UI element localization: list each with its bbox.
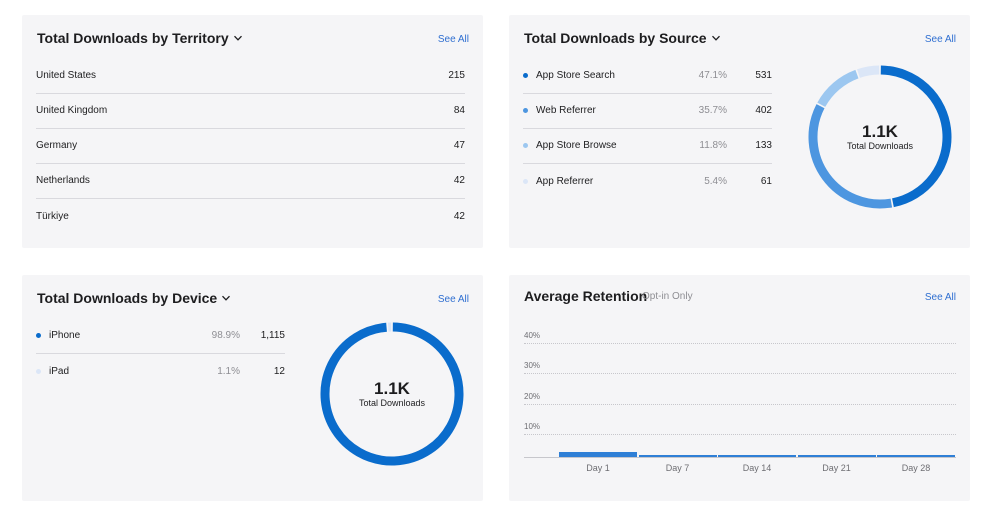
territory-card: Total Downloads by Territory See All Uni… [22,15,483,248]
territory-name: United Kingdom [36,105,108,117]
legend-dot [523,178,528,184]
donut-segment-app-referrer[interactable] [857,65,880,78]
territory-name: Germany [36,140,78,152]
legend-dot [36,333,41,339]
source-row: App Store Browse 11.8% 133 [523,129,772,164]
territory-row: Germany 47 [36,129,465,164]
device-donut-chart: 1.1K Total Downloads [317,319,467,469]
source-donut-svg [808,65,952,209]
device-pct: 98.9% [211,330,240,342]
gridline [524,433,956,435]
source-name: App Referrer [536,175,594,187]
donut-segment-iphone[interactable] [320,322,464,466]
y-tick-label: 20% [524,391,541,401]
territory-title: Total Downloads by Territory [37,30,229,46]
legend-dot [523,73,528,79]
source-title-dropdown[interactable]: Total Downloads by Source [524,30,721,46]
territory-value: 42 [453,175,465,187]
retention-bar-day-7[interactable] [638,455,717,457]
source-name: App Store Search [536,70,615,82]
legend-dot [36,368,41,374]
source-row: App Store Search 47.1% 531 [523,59,772,94]
territory-name: United States [36,70,97,82]
territory-row: Netherlands 42 [36,164,465,199]
source-title: Total Downloads by Source [524,30,707,46]
source-row: Web Referrer 35.7% 402 [523,94,772,129]
device-value: 1,115 [260,330,285,342]
device-row: iPhone 98.9% 1,115 [36,319,285,354]
source-name: App Store Browse [536,140,617,152]
source-pct: 11.8% [699,140,727,152]
device-donut-svg [320,322,464,466]
x-tick-label: Day 7 [665,463,690,473]
chevron-down-icon [233,35,242,41]
x-tick-label: Day 21 [822,463,851,473]
territory-see-all-link[interactable]: See All [437,34,469,45]
gridline [524,343,956,344]
source-value: 61 [760,175,772,187]
territory-value: 215 [448,70,465,82]
retention-bar-day-1[interactable] [559,452,637,457]
y-tick-label: 40% [524,331,541,340]
source-donut-chart: 1.1K Total Downloads [805,62,955,212]
x-tick-label: Day 1 [586,463,610,473]
source-value: 402 [755,105,772,117]
device-see-all-link[interactable]: See All [437,294,469,305]
device-title-dropdown[interactable]: Total Downloads by Device [37,290,231,306]
source-card: Total Downloads by Source See All App St… [509,15,970,248]
territory-name: Netherlands [36,175,90,187]
source-value: 133 [755,140,772,152]
source-see-all-link[interactable]: See All [924,34,956,45]
device-value: 12 [273,365,285,377]
device-title: Total Downloads by Device [37,290,218,306]
donut-segment-web-referrer[interactable] [808,104,893,209]
chevron-down-icon [711,35,720,41]
territory-value: 47 [453,140,465,152]
x-axis [524,457,956,458]
retention-bar-day-21[interactable] [797,455,876,457]
source-name: Web Referrer [536,105,596,117]
source-pct: 47.1% [698,70,727,82]
source-row: App Referrer 5.4% 61 [523,164,772,199]
gridline [524,373,956,375]
legend-dot [523,108,528,114]
source-value: 531 [755,70,772,82]
device-name: iPhone [49,330,81,342]
retention-see-all-link[interactable]: See All [924,292,956,303]
source-pct: 35.7% [698,105,727,117]
donut-segment-app-store-search[interactable] [880,65,952,208]
territory-name: Türkiye [36,210,69,222]
device-name: iPad [49,365,70,377]
donut-segment-app-store-browse[interactable] [817,69,859,108]
retention-bar-day-14[interactable] [718,455,796,457]
territory-row: Türkiye 42 [36,199,465,234]
territory-title-dropdown[interactable]: Total Downloads by Territory [37,30,243,46]
territory-value: 84 [453,105,465,117]
retention-card: Average Retention Opt-in Only See All 10… [509,275,970,501]
y-tick-label: 30% [524,361,541,371]
retention-title: Average Retention [524,288,648,304]
retention-bar-day-28[interactable] [877,455,955,457]
legend-dot [523,143,528,149]
chevron-down-icon [222,295,231,301]
x-tick-label: Day 14 [742,463,772,473]
territory-row: United Kingdom 84 [36,94,465,129]
gridline [524,403,956,405]
y-tick-label: 10% [524,421,541,431]
device-card: Total Downloads by Device See All iPhone… [22,275,483,501]
x-tick-label: Day 28 [901,463,931,473]
retention-subtitle: Opt-in Only [642,291,693,302]
source-pct: 5.4% [704,175,727,187]
device-pct: 1.1% [217,365,240,377]
device-row: iPad 1.1% 12 [36,354,285,389]
territory-row: United States 215 [36,59,465,94]
territory-value: 42 [453,210,465,222]
